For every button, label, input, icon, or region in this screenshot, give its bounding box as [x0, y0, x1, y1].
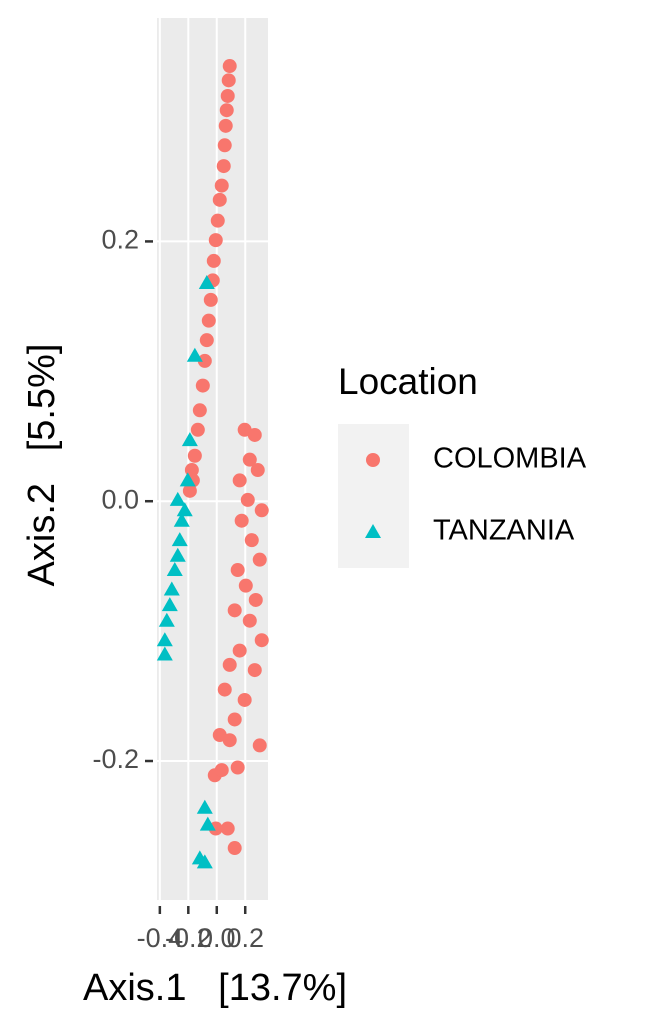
point [232, 643, 247, 658]
point [218, 118, 233, 133]
point [237, 692, 252, 707]
point [156, 646, 173, 661]
point [187, 448, 202, 463]
point [203, 292, 218, 307]
point [220, 821, 235, 836]
point [217, 138, 232, 153]
x-tick-label: -0.4 [137, 923, 184, 953]
point [166, 562, 183, 577]
point [252, 738, 267, 753]
point [214, 178, 229, 193]
point [201, 313, 216, 328]
point [248, 592, 263, 607]
point [252, 552, 267, 567]
legend-key [365, 524, 381, 538]
y-axis-title: Axis.2 [5.5%] [21, 344, 63, 587]
point [227, 841, 242, 856]
y-tick-label: 0.0 [101, 484, 139, 514]
point [244, 533, 259, 548]
point [219, 103, 234, 118]
y-tick-label: -0.2 [92, 744, 139, 774]
x-tick-label: 0.2 [226, 923, 264, 953]
point [214, 763, 229, 778]
point [222, 657, 237, 672]
point [222, 59, 237, 74]
legend: COLOMBIA TANZANIA [365, 443, 587, 547]
point [179, 472, 196, 487]
legend-key [366, 453, 380, 467]
point [212, 192, 227, 207]
x-tick-label: -0.2 [165, 923, 212, 953]
point [190, 422, 205, 437]
point [195, 378, 210, 393]
point [196, 799, 213, 814]
point [163, 581, 180, 596]
point [206, 253, 221, 268]
point [234, 513, 249, 528]
x-tick-label: 0.0 [198, 923, 236, 953]
point [158, 612, 175, 627]
point [240, 492, 255, 507]
point [254, 503, 269, 518]
point [242, 613, 257, 628]
point [247, 663, 262, 678]
point [176, 502, 193, 517]
points [156, 59, 269, 869]
point [242, 452, 257, 467]
point [173, 512, 190, 527]
point [220, 88, 235, 103]
point [199, 816, 216, 831]
legend-title: Location [338, 361, 478, 402]
point [230, 760, 245, 775]
point [171, 532, 188, 547]
point [197, 353, 212, 368]
y-tick-label: 0.2 [101, 225, 139, 255]
legend-label: COLOMBIA [433, 443, 587, 475]
point [232, 473, 247, 488]
point [198, 274, 215, 289]
point [196, 854, 213, 869]
point [217, 682, 232, 697]
point [208, 233, 223, 248]
point [227, 712, 242, 727]
x-axis-title: Axis.1 [13.7%] [83, 967, 347, 1009]
point [247, 427, 262, 442]
point [210, 213, 225, 228]
point [169, 491, 186, 506]
point [227, 603, 242, 618]
point [192, 403, 207, 418]
point [238, 578, 253, 593]
legend-key-background [338, 424, 409, 568]
point [222, 733, 237, 748]
point [254, 633, 269, 648]
point [221, 73, 236, 88]
legend-label: TANZANIA [433, 515, 575, 547]
point [186, 347, 203, 362]
point [156, 632, 173, 647]
point [181, 432, 198, 447]
point [216, 159, 231, 174]
point [199, 333, 214, 348]
point [169, 547, 186, 562]
point [161, 597, 178, 612]
point [230, 563, 245, 578]
point [250, 463, 265, 478]
